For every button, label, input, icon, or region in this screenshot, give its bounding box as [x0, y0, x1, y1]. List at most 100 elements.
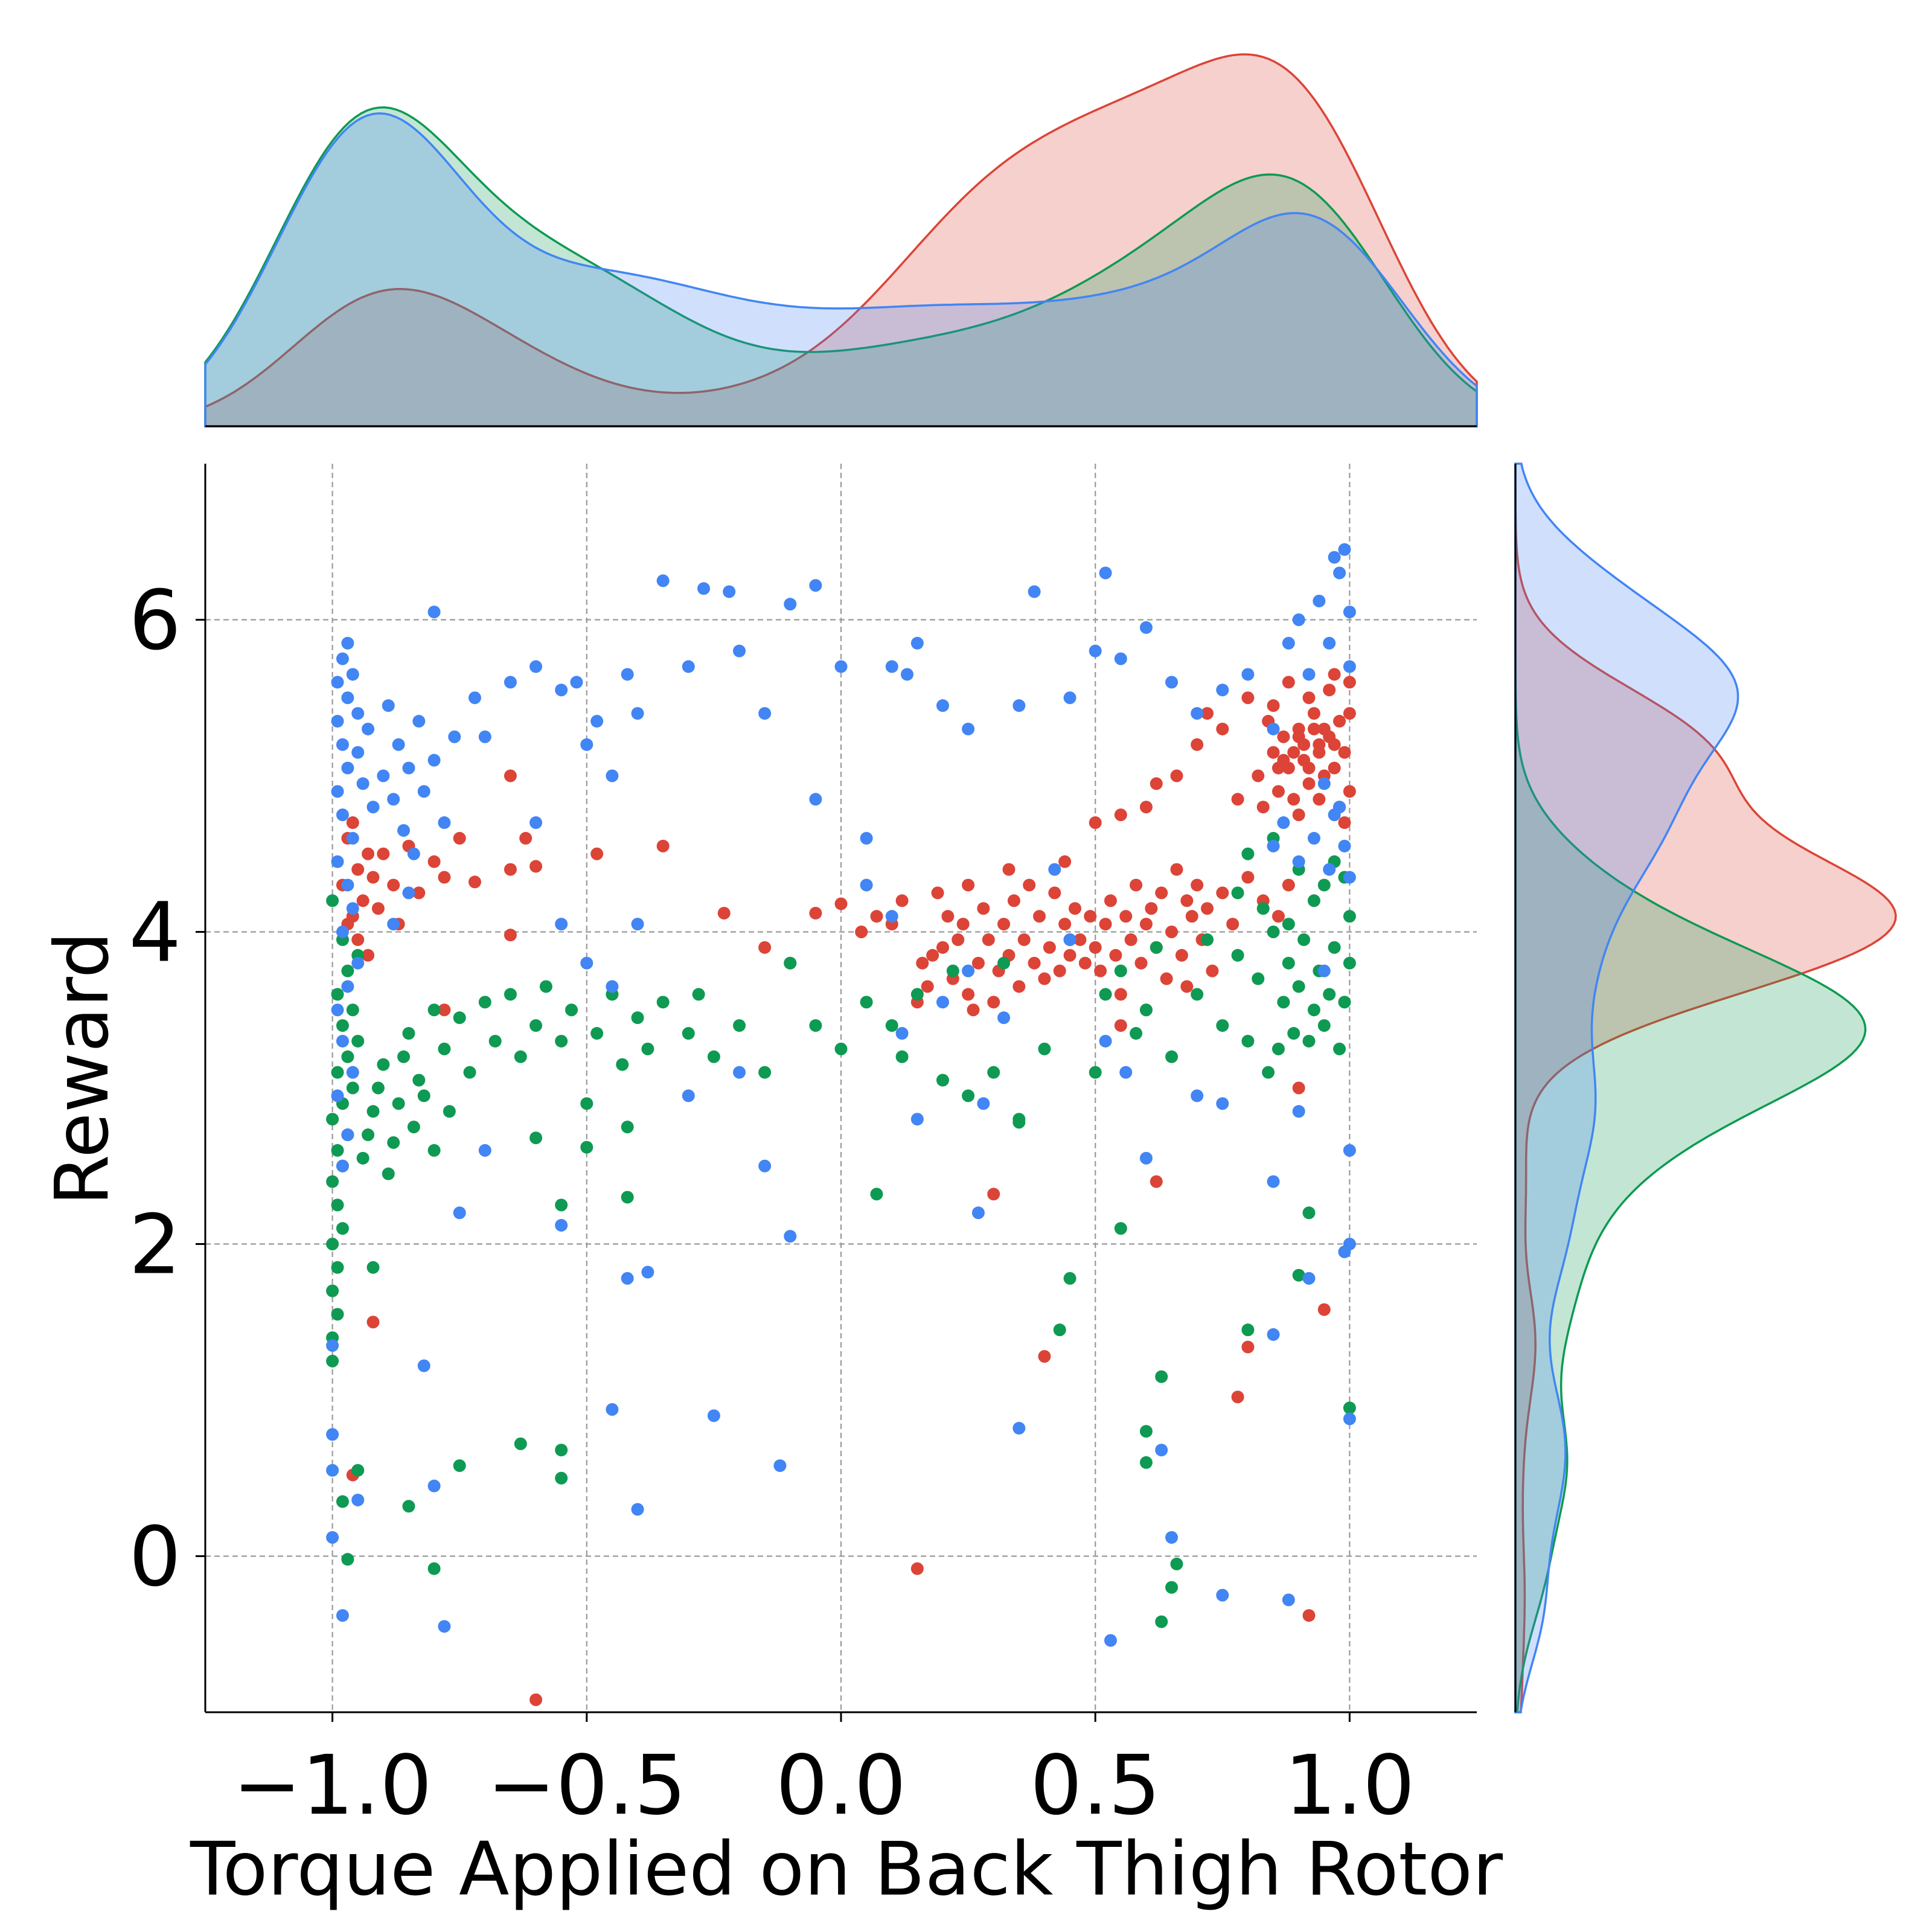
scatter-point-series-2 — [682, 660, 695, 673]
scatter-point-series-2 — [412, 715, 426, 728]
scatter-point-series-2 — [1063, 933, 1076, 946]
y-tick-label: 6 — [129, 574, 181, 669]
grid-lines — [205, 464, 1477, 1712]
scatter-point-series-1 — [366, 1105, 380, 1118]
scatter-point-series-0 — [809, 906, 822, 920]
scatter-point-series-1 — [1063, 1271, 1076, 1285]
scatter-point-series-1 — [1302, 1206, 1316, 1220]
scatter-point-series-0 — [1078, 956, 1092, 970]
scatter-point-series-1 — [362, 1128, 375, 1142]
scatter-point-series-2 — [606, 1403, 619, 1416]
scatter-point-series-1 — [1038, 1042, 1051, 1055]
scatter-point-series-2 — [641, 1265, 654, 1279]
scatter-point-series-0 — [971, 956, 985, 970]
scatter-point-series-0 — [1282, 676, 1295, 689]
scatter-point-series-0 — [351, 863, 365, 876]
scatter-point-series-0 — [916, 956, 929, 970]
scatter-point-series-0 — [1271, 910, 1285, 923]
scatter-point-series-1 — [1271, 1042, 1285, 1055]
scatter-point-series-0 — [1089, 816, 1102, 830]
x-tick-label: −0.5 — [487, 1738, 686, 1834]
scatter-point-series-1 — [504, 988, 517, 1001]
scatter-point-series-0 — [529, 1693, 543, 1706]
scatter-point-series-0 — [936, 941, 949, 954]
scatter-point-series-0 — [895, 894, 909, 907]
scatter-point-series-1 — [936, 1073, 949, 1087]
scatter-point-series-2 — [341, 636, 354, 650]
scatter-point-series-1 — [1165, 1050, 1179, 1063]
scatter-point-series-2 — [351, 1493, 365, 1506]
scatter-point-series-1 — [1287, 1027, 1300, 1040]
scatter-point-series-2 — [1333, 801, 1346, 814]
y-axis-ticks: 0 2 4 6 — [129, 574, 205, 1605]
scatter-point-series-1 — [621, 1121, 634, 1134]
scatter-point-series-0 — [870, 910, 883, 923]
scatter-point-series-1 — [336, 1495, 349, 1508]
scatter-point-series-1 — [382, 1167, 395, 1180]
scatter-point-series-1 — [1297, 933, 1311, 946]
scatter-point-series-1 — [341, 1553, 354, 1566]
scatter-point-series-1 — [331, 1066, 344, 1079]
y-tick-label: 2 — [129, 1198, 181, 1293]
scatter-point-series-0 — [1124, 933, 1137, 946]
scatter-point-series-2 — [336, 652, 349, 665]
scatter-point-series-2 — [341, 1128, 354, 1142]
scatter-point-series-1 — [351, 1034, 365, 1048]
scatter-point-series-2 — [621, 1271, 634, 1285]
scatter-point-series-2 — [1338, 1245, 1351, 1258]
scatter-point-series-1 — [529, 1131, 543, 1145]
scatter-point-series-1 — [463, 1066, 476, 1079]
scatter-point-series-2 — [1191, 1089, 1204, 1102]
scatter-point-series-1 — [488, 1034, 502, 1048]
scatter-point-series-1 — [1328, 941, 1341, 954]
scatter-point-series-2 — [1139, 621, 1153, 634]
scatter-point-series-1 — [1302, 1034, 1316, 1048]
scatter-point-series-0 — [1343, 785, 1356, 798]
scatter-point-series-1 — [1323, 988, 1336, 1001]
scatter-point-series-2 — [860, 878, 873, 892]
scatter-point-series-0 — [1053, 964, 1066, 977]
scatter-point-series-2 — [1241, 668, 1255, 681]
scatter-point-series-2 — [997, 1011, 1011, 1025]
scatter-point-series-2 — [341, 691, 354, 705]
scatter-point-series-2 — [580, 956, 593, 970]
scatter-point-series-0 — [1028, 956, 1041, 970]
scatter-point-series-1 — [351, 1463, 365, 1477]
scatter-point-series-2 — [1216, 1097, 1229, 1110]
scatter-point-series-2 — [723, 585, 736, 598]
scatter-point-series-0 — [1252, 769, 1265, 782]
scatter-point-series-0 — [1180, 980, 1194, 993]
scatter-point-series-2 — [346, 902, 359, 915]
scatter-point-series-0 — [987, 996, 1000, 1009]
scatter-point-series-1 — [336, 1222, 349, 1235]
scatter-point-series-0 — [1130, 878, 1143, 892]
scatter-point-series-0 — [1201, 707, 1214, 720]
scatter-point-series-0 — [1109, 948, 1122, 962]
scatter-point-series-0 — [1317, 722, 1331, 735]
scatter-point-series-2 — [570, 676, 583, 689]
scatter-point-series-2 — [1307, 831, 1320, 845]
scatter-point-series-2 — [387, 793, 400, 806]
y-tick-label: 0 — [129, 1510, 181, 1605]
scatter-point-series-2 — [1292, 613, 1305, 626]
scatter-point-series-0 — [1170, 769, 1183, 782]
scatter-point-series-1 — [809, 1019, 822, 1032]
scatter-point-series-2 — [733, 1066, 746, 1079]
scatter-point-series-2 — [331, 676, 344, 689]
scatter-point-series-1 — [1114, 964, 1127, 977]
scatter-point-series-1 — [1114, 1222, 1127, 1235]
scatter-point-series-0 — [717, 906, 731, 920]
scatter-point-series-1 — [341, 964, 354, 977]
scatter-point-series-2 — [351, 746, 365, 759]
scatter-point-series-1 — [326, 894, 339, 907]
scatter-point-series-1 — [1139, 1003, 1153, 1017]
scatter-point-series-2 — [341, 761, 354, 775]
scatter-point-series-1 — [356, 1151, 369, 1165]
scatter-point-series-1 — [733, 1019, 746, 1032]
scatter-point-series-2 — [346, 831, 359, 845]
scatter-point-series-0 — [1206, 964, 1219, 977]
scatter-point-series-1 — [1343, 1401, 1356, 1415]
scatter-point-series-0 — [1241, 1340, 1255, 1354]
scatter-point-series-2 — [438, 816, 451, 830]
scatter-point-series-0 — [952, 933, 965, 946]
